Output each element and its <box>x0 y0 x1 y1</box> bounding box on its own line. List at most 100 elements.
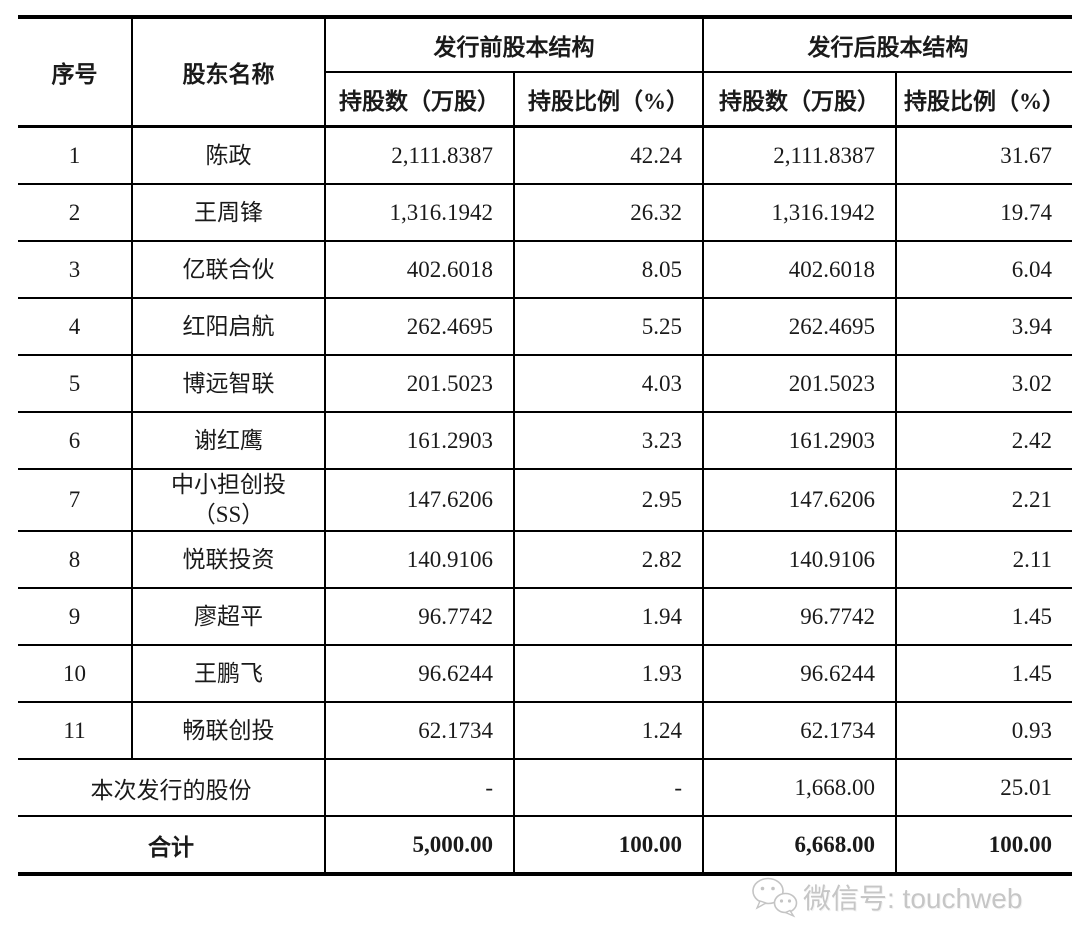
header-pre-ratio: 持股比例（%） <box>513 71 704 128</box>
header-row-subcolumns: 持股数（万股） 持股比例（%） 持股数（万股） 持股比例（%） <box>18 71 1072 128</box>
cell-shareholder-name: 谢红鹰 <box>131 411 326 470</box>
cell-pre-shares: 402.6018 <box>324 240 515 299</box>
cell-post-ratio: 0.93 <box>895 701 1072 760</box>
cell-shareholder-name: 悦联投资 <box>131 530 326 589</box>
cell-post-ratio: 1.45 <box>895 644 1072 703</box>
cell-no: 4 <box>18 297 133 356</box>
cell-no: 3 <box>18 240 133 299</box>
cell-pre-ratio: 26.32 <box>513 183 704 242</box>
cell-post-shares: 161.2903 <box>702 411 897 470</box>
cell-post-ratio: 2.42 <box>895 411 1072 470</box>
total-row: 合计 5,000.00 100.00 6,668.00 100.00 <box>18 815 1072 875</box>
cell-post-ratio: 1.45 <box>895 587 1072 646</box>
cell-pre-ratio: 4.03 <box>513 354 704 413</box>
header-post-issue-group: 发行后股本结构 <box>702 16 1072 73</box>
table-row: 3 亿联合伙 402.6018 8.05 402.6018 6.04 <box>18 240 1072 299</box>
cell-post-shares: 201.5023 <box>702 354 897 413</box>
table-row: 2 王周锋 1,316.1942 26.32 1,316.1942 19.74 <box>18 183 1072 242</box>
cell-post-shares: 6,668.00 <box>702 815 897 875</box>
wechat-icon <box>750 876 798 918</box>
cell-pre-ratio: 1.93 <box>513 644 704 703</box>
cell-post-ratio: 6.04 <box>895 240 1072 299</box>
share-structure-table: 序号 股东名称 发行前股本结构 发行后股本结构 持股数（万股） 持股比例（%） … <box>18 15 1072 876</box>
cell-pre-shares: 161.2903 <box>324 411 515 470</box>
cell-pre-ratio: 8.05 <box>513 240 704 299</box>
cell-post-ratio: 100.00 <box>895 815 1072 875</box>
cell-no: 9 <box>18 587 133 646</box>
cell-post-ratio: 3.02 <box>895 354 1072 413</box>
cell-pre-shares: 96.7742 <box>324 587 515 646</box>
cell-post-ratio: 2.11 <box>895 530 1072 589</box>
table-row: 1 陈政 2,111.8387 42.24 2,111.8387 31.67 <box>18 125 1072 185</box>
cell-post-ratio: 25.01 <box>895 758 1072 817</box>
cell-pre-shares: - <box>324 758 515 817</box>
cell-post-shares: 96.6244 <box>702 644 897 703</box>
table-row: 8 悦联投资 140.9106 2.82 140.9106 2.11 <box>18 530 1072 589</box>
cell-post-ratio: 3.94 <box>895 297 1072 356</box>
header-pre-shares: 持股数（万股） <box>325 71 515 128</box>
cell-pre-shares: 262.4695 <box>324 297 515 356</box>
cell-no: 5 <box>18 354 133 413</box>
cell-post-ratio: 2.21 <box>895 468 1072 532</box>
cell-pre-ratio: 5.25 <box>513 297 704 356</box>
cell-shareholder-name: 王鹏飞 <box>131 644 326 703</box>
cell-post-shares: 2,111.8387 <box>702 125 897 185</box>
cell-shareholder-name: 红阳启航 <box>131 297 326 356</box>
cell-pre-ratio: - <box>513 758 704 817</box>
cell-no: 2 <box>18 183 133 242</box>
cell-pre-shares: 140.9106 <box>324 530 515 589</box>
cell-pre-shares: 201.5023 <box>324 354 515 413</box>
wechat-watermark: 微信号: touchweb <box>750 876 1022 918</box>
table-row: 11 畅联创投 62.1734 1.24 62.1734 0.93 <box>18 701 1072 760</box>
header-post-shares: 持股数（万股） <box>702 71 897 128</box>
table-row: 9 廖超平 96.7742 1.94 96.7742 1.45 <box>18 587 1072 646</box>
cell-pre-shares: 1,316.1942 <box>324 183 515 242</box>
cell-shareholder-name: 亿联合伙 <box>131 240 326 299</box>
cell-no: 6 <box>18 411 133 470</box>
cell-shareholder-name: 博远智联 <box>131 354 326 413</box>
cell-shareholder-name: 王周锋 <box>131 183 326 242</box>
table-row: 5 博远智联 201.5023 4.03 201.5023 3.02 <box>18 354 1072 413</box>
cell-pre-ratio: 1.24 <box>513 701 704 760</box>
cell-shareholder-name: 中小担创投 （SS） <box>131 468 326 532</box>
share-structure-table-wrap: 序号 股东名称 发行前股本结构 发行后股本结构 持股数（万股） 持股比例（%） … <box>18 15 1072 876</box>
header-shareholder: 股东名称 <box>131 16 326 128</box>
issue-row-label: 本次发行的股份 <box>18 758 326 817</box>
cell-post-shares: 262.4695 <box>702 297 897 356</box>
table-row: 6 谢红鹰 161.2903 3.23 161.2903 2.42 <box>18 411 1072 470</box>
cell-no: 1 <box>18 125 133 185</box>
cell-post-shares: 1,316.1942 <box>702 183 897 242</box>
cell-pre-shares: 5,000.00 <box>324 815 515 875</box>
cell-shareholder-name: 畅联创投 <box>131 701 326 760</box>
header-row-groups: 序号 股东名称 发行前股本结构 发行后股本结构 <box>18 16 1072 128</box>
cell-pre-ratio: 3.23 <box>513 411 704 470</box>
cell-pre-shares: 147.6206 <box>324 468 515 532</box>
table-row: 10 王鹏飞 96.6244 1.93 96.6244 1.45 <box>18 644 1072 703</box>
cell-pre-shares: 2,111.8387 <box>324 125 515 185</box>
cell-no: 7 <box>18 468 133 532</box>
cell-post-shares: 402.6018 <box>702 240 897 299</box>
cell-post-ratio: 31.67 <box>895 125 1072 185</box>
cell-pre-ratio: 1.94 <box>513 587 704 646</box>
cell-no: 8 <box>18 530 133 589</box>
cell-post-shares: 62.1734 <box>702 701 897 760</box>
cell-no: 10 <box>18 644 133 703</box>
cell-post-shares: 140.9106 <box>702 530 897 589</box>
table-header: 序号 股东名称 发行前股本结构 发行后股本结构 持股数（万股） 持股比例（%） … <box>18 16 1072 128</box>
cell-pre-ratio: 2.95 <box>513 468 704 532</box>
header-pre-issue-group: 发行前股本结构 <box>324 16 704 73</box>
cell-pre-ratio: 2.82 <box>513 530 704 589</box>
total-row-label: 合计 <box>18 815 326 875</box>
header-no: 序号 <box>18 16 133 128</box>
cell-pre-ratio: 100.00 <box>513 815 704 875</box>
cell-pre-ratio: 42.24 <box>513 125 704 185</box>
header-post-ratio: 持股比例（%） <box>895 71 1072 128</box>
table-row: 7 中小担创投 （SS） 147.6206 2.95 147.6206 2.21 <box>18 468 1072 532</box>
cell-no: 11 <box>18 701 133 760</box>
cell-shareholder-name: 陈政 <box>131 125 326 185</box>
cell-shareholder-name: 廖超平 <box>131 587 326 646</box>
cell-post-ratio: 19.74 <box>895 183 1072 242</box>
table-row: 4 红阳启航 262.4695 5.25 262.4695 3.94 <box>18 297 1072 356</box>
issue-row: 本次发行的股份 - - 1,668.00 25.01 <box>18 758 1072 817</box>
cell-post-shares: 96.7742 <box>702 587 897 646</box>
